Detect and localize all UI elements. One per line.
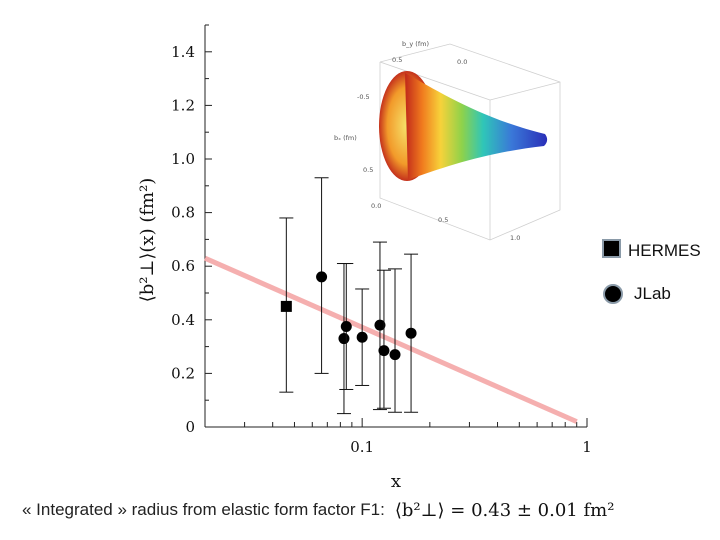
- marker-circle: [405, 327, 417, 339]
- data-point-jlab: [388, 268, 403, 413]
- caption-text: « Integrated » radius from elastic form …: [22, 500, 385, 519]
- legend-marker-square: [602, 239, 621, 258]
- caption: « Integrated » radius from elastic form …: [22, 492, 712, 528]
- inset-3d-plot: b_y (fm) bₓ (fm) 0.5 -0.5 0.5 0.0 0.5 1.…: [334, 40, 561, 242]
- inset-tick-label: 1.0: [510, 234, 520, 242]
- data-point-jlab: [372, 241, 387, 411]
- marker-circle: [389, 349, 401, 361]
- y-tick-label: 0.2: [171, 364, 195, 382]
- legend: HERMES JLab: [602, 239, 701, 304]
- legend-item-jlab: JLab: [603, 284, 671, 304]
- inset-axis-label: bₓ (fm): [334, 134, 357, 142]
- inset-tick-label: 0.5: [438, 216, 448, 224]
- marker-circle: [338, 333, 350, 345]
- legend-label: HERMES: [628, 241, 701, 260]
- inset-tick-label: -0.5: [357, 93, 370, 101]
- y-tick-label: 1.4: [171, 43, 195, 61]
- inset-tick-label: 0.5: [363, 166, 373, 174]
- axes: 0 0.2 0.4 0.6 0.8 1.0 1.2 1.4 0.1 1: [171, 24, 592, 456]
- data-point-jlab: [336, 263, 351, 415]
- chart: b_y (fm) bₓ (fm) 0.5 -0.5 0.5 0.0 0.5 1.…: [137, 24, 701, 490]
- y-tick-label: 1.0: [171, 150, 195, 168]
- legend-label: JLab: [634, 284, 671, 303]
- legend-marker-circle: [603, 284, 623, 304]
- marker-circle: [374, 319, 386, 331]
- x-axis-title: x: [391, 471, 401, 490]
- trend-line: [203, 255, 578, 424]
- caption-formula: ⟨b²⊥⟩ = 0.43 ± 0.01 fm²: [394, 499, 615, 521]
- data-points: [279, 177, 419, 415]
- legend-item-hermes: HERMES: [602, 239, 701, 260]
- y-tick-label: 0.6: [171, 257, 195, 275]
- marker-square: [280, 300, 292, 312]
- inset-tick-label: 0.0: [371, 202, 381, 210]
- y-tick-label: 0.4: [171, 311, 195, 329]
- inset-tick-label: 0.5: [392, 56, 402, 64]
- data-point-hermes: [279, 217, 294, 393]
- marker-circle: [316, 271, 328, 283]
- x-tick-label: 1: [582, 438, 592, 456]
- y-axis-title: ⟨b²⊥⟩(x) (fm²): [137, 178, 158, 303]
- x-tick-label: 0.1: [350, 438, 374, 456]
- y-tick-label: 1.2: [171, 96, 195, 114]
- inset-axis-label: b_y (fm): [402, 40, 429, 48]
- marker-circle: [378, 345, 390, 357]
- y-tick-label: 0: [185, 418, 195, 436]
- inset-tick-label: 0.0: [457, 58, 467, 66]
- data-point-jlab: [314, 177, 329, 374]
- trend-line-group: [203, 255, 578, 424]
- data-point-jlab: [376, 269, 391, 409]
- data-point-jlab: [339, 263, 354, 390]
- y-tick-label: 0.8: [171, 204, 195, 222]
- cone-surface: [405, 73, 548, 180]
- data-point-jlab: [355, 288, 370, 386]
- inset-labels: b_y (fm) bₓ (fm) 0.5 -0.5 0.5 0.0 0.5 1.…: [334, 40, 520, 242]
- marker-circle: [340, 321, 352, 332]
- data-point-jlab: [404, 253, 419, 413]
- marker-circle: [356, 331, 368, 343]
